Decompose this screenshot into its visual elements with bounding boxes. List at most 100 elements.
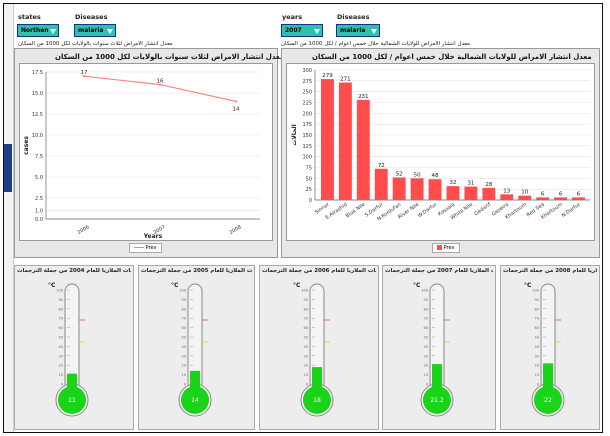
legend-bar-swatch [437,245,442,250]
thermometer-card: نسبة ترجمات الملاريا للعام 2005 من جملة … [138,265,255,430]
thermometer-unit: °C [48,282,56,289]
thermometer-value: 18 [313,397,321,404]
diseases-select-left-value: malaria [78,27,104,34]
scale-label: 40 [424,345,428,349]
data-point [82,75,86,78]
scale-label: 60 [304,326,308,330]
scale-label: 50 [182,336,186,340]
y-tick-label: 0 [309,198,312,204]
mercury-column [432,364,442,394]
y-tick-label: 10.0 [32,133,43,139]
scale-label: 30 [59,354,63,358]
bar [554,197,568,200]
mercury-column [190,370,200,394]
bar-value-label: 13 [503,188,510,194]
bar-value-label: 6 [541,191,545,197]
scale-label: 50 [424,336,428,340]
states-label: states [18,13,41,21]
scale-label: 80 [304,307,308,311]
thermometer-bulb [181,386,209,414]
scale-label: 20 [59,364,63,368]
scale-label: 50 [304,336,308,340]
bar [428,179,442,200]
states-select-value: Northen [21,27,49,34]
y-tick-label: 175 [302,122,312,128]
thermometer-card: نسبة ترجمات الملاريا للعام 2004 من جملة … [14,265,134,430]
years-select[interactable]: 2007 [281,24,323,37]
data-label: 14 [233,106,240,112]
scale-label: 20 [535,364,539,368]
diseases-select-right-value: malaria [340,27,366,34]
y-tick-label: 50 [306,176,312,182]
x-axis-label: Years [143,233,163,240]
bar-chart: 0 25 50 75 100 125 150 175 200 225 250 275 300 279 Sin… [286,63,595,241]
x-tick-label: 2006 [76,224,90,236]
diseases-label-left: Diseases [75,13,108,21]
scale-label: 50 [59,336,63,340]
chevron-down-icon [50,29,56,34]
thermometer-bulb [303,386,331,414]
scale-label: 90 [59,298,63,302]
thermometer-unit: °C [413,282,421,289]
diseases-select-right[interactable]: malaria [336,24,380,37]
thermometer-card: نسبة ترجمات الملاريا للعام 2006 من جملة … [259,265,379,430]
bar-value-label: 10 [521,190,528,196]
y-tick-label: 15.0 [32,91,43,97]
bar-value-label: 6 [577,191,581,197]
right-chart-panel: معدل انتشار الامراض للولايات الشمالية خل… [281,48,600,258]
scale-label: 70 [304,317,308,321]
left-chart-panel: معدل انتشار الامراض لثلاث سنوات بالولايا… [14,48,284,258]
bar [338,82,352,200]
y-tick-label: 100 [302,155,312,161]
line-chart: 0.0 1.0 2.5 5.0 7.5 10.0 12.5 15.0 17.5 17 2006 16 2… [19,63,273,241]
thermometer-value: 21.2 [430,397,444,404]
thermometer-unit: °C [171,282,179,289]
thermometer-bulb [534,386,562,414]
thermometer-title: نسبة ترجمات الملاريا للعام 2004 من جملة … [17,268,131,274]
mercury-column [312,367,322,394]
chevron-down-icon [107,29,113,34]
bar-value-label: 50 [414,172,421,178]
scale-label: 60 [182,326,186,330]
scale-label: 70 [182,317,186,321]
scale-label: 80 [182,307,186,311]
x-tick-label: N.Darfur [561,201,583,219]
mercury-column [67,373,77,394]
bar [518,195,532,200]
bar-value-label: 52 [396,171,403,177]
states-select[interactable]: Northen [17,24,59,37]
line-chart-legend: Prev [129,243,162,253]
y-tick-label: 125 [302,144,312,150]
scale-label: 10 [182,373,186,377]
left-chart-caption: معدل انتشار الامراض لثلاث سنوات بالولايا… [18,41,173,47]
thermometer-bulb [58,386,86,414]
thermometer-value: 14 [191,397,199,404]
scale-label: 90 [535,298,539,302]
scale-label: 30 [424,354,428,358]
bar-value-label: 271 [340,77,351,83]
y-tick-label: 5.0 [35,175,43,181]
scale-label: 60 [59,326,63,330]
right-chart-title: معدل انتشار الامراض للولايات الشمالية خل… [312,53,592,61]
y-tick-label: 300 [302,68,312,74]
data-label: 16 [157,79,164,85]
thermometer-value: 22 [544,397,552,404]
bar-value-label: 279 [322,73,333,79]
thermometer-bulb [423,386,451,414]
y-tick-label: 200 [302,111,312,117]
thermometer-unit: °C [293,282,301,289]
thermometer-card: نسبة ترجمات الملاريا للعام 2008 من جملة … [500,265,600,430]
bar-chart-legend: Prev [432,243,460,253]
scale-label: 30 [535,354,539,358]
scale-label: 0 [184,383,186,387]
scale-label: 30 [304,354,308,358]
bar-value-label: 48 [432,173,439,179]
x-tick-label: Blue Nile [345,202,367,220]
scale-label: 50 [535,336,539,340]
x-tick-label: 2007 [152,224,166,236]
bar-value-label: 6 [559,191,563,197]
x-tick-label: W.Darfur [417,201,439,219]
bar-value-label: 32 [449,180,456,186]
diseases-select-left[interactable]: malaria [74,24,116,37]
